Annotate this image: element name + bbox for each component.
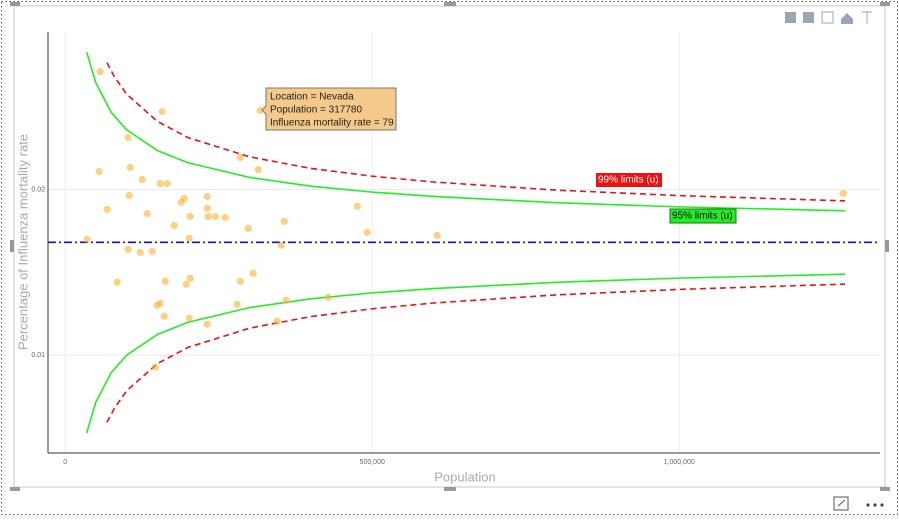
- data-point: [148, 247, 156, 255]
- data-point: [211, 212, 219, 221]
- data-point: [244, 224, 252, 233]
- more-options[interactable]: [866, 503, 884, 507]
- data-point: [249, 269, 257, 277]
- data-point: [185, 314, 193, 322]
- x-tick-label: 1,000,000: [664, 459, 695, 466]
- data-point: [282, 296, 290, 304]
- visual-frame: [13, 5, 886, 488]
- data-point: [280, 217, 288, 226]
- data-point: [353, 202, 361, 210]
- data-point: [96, 68, 104, 76]
- plot-area: 0 500,000 1,000,000 0.01 0.02 95% limits (u) 9…: [31, 32, 880, 466]
- limit-line: [106, 283, 846, 423]
- data-point: [256, 106, 264, 115]
- data-point: [203, 204, 211, 212]
- tooltip-line: Population = 317780: [270, 105, 362, 116]
- limit-label-text: 95% limits (u): [672, 211, 733, 222]
- data-point: [125, 191, 133, 200]
- tooltip-line: Location = Nevada: [270, 92, 354, 103]
- data-point: [236, 277, 244, 285]
- data-point: [83, 235, 91, 243]
- y-tick-label: 0.02: [31, 186, 45, 193]
- limit-label-box: [596, 173, 662, 187]
- data-point: [124, 245, 132, 253]
- data-point: [160, 312, 168, 320]
- data-point: [161, 277, 169, 285]
- data-point: [156, 179, 164, 188]
- data-point: [95, 167, 103, 176]
- data-point: [170, 221, 178, 230]
- data-point: [839, 189, 847, 198]
- data-point: [203, 192, 211, 201]
- limit-line: [106, 62, 846, 202]
- data-point: [254, 165, 262, 174]
- data-point: [163, 179, 171, 188]
- data-point: [363, 228, 371, 236]
- data-point: [433, 231, 441, 239]
- data-point: [158, 107, 166, 116]
- focus-icon[interactable]: [833, 496, 849, 511]
- data-point: [233, 300, 241, 308]
- data-point: [203, 320, 211, 328]
- toolbar[interactable]: [785, 11, 872, 24]
- tooltip: Location = Nevada Population = 317780 Infl…: [261, 87, 397, 131]
- x-axis-title: Population: [434, 469, 495, 484]
- data-point: [143, 209, 151, 218]
- data-point: [324, 293, 332, 301]
- data-point: [124, 133, 132, 142]
- data-point: [186, 274, 194, 282]
- tooltip-box: [261, 87, 397, 131]
- data-point: [136, 248, 144, 257]
- resize-handles: [10, 2, 890, 491]
- limit-label-box: [669, 208, 737, 224]
- data-point: [204, 212, 212, 221]
- data-point: [126, 163, 134, 172]
- data-point: [273, 317, 281, 325]
- data-point: [277, 241, 285, 249]
- data-point: [153, 301, 161, 309]
- data-point: [138, 175, 146, 184]
- data-point: [186, 212, 194, 221]
- limit-label: 99% limits (u): [596, 173, 662, 187]
- data-point: [185, 234, 193, 242]
- data-point: [182, 280, 190, 288]
- limit-label-text: 99% limits (u): [598, 175, 659, 186]
- limit-line: [85, 51, 846, 212]
- y-tick-label: 0.01: [31, 352, 45, 359]
- limit-label: 95% limits (u): [669, 208, 737, 224]
- data-point: [236, 153, 244, 162]
- data-point: [103, 205, 111, 213]
- x-tick-label: 500,000: [360, 459, 385, 466]
- limit-line: [85, 273, 846, 434]
- data-point: [113, 278, 121, 286]
- y-axis-title: Percentage of Influenza mortality rate: [15, 134, 30, 350]
- tooltip-line: Influenza mortality rate = 79: [270, 118, 394, 129]
- data-point: [151, 363, 159, 371]
- data-point: [180, 194, 188, 203]
- data-point: [221, 213, 229, 222]
- x-tick-label: 0: [63, 459, 67, 466]
